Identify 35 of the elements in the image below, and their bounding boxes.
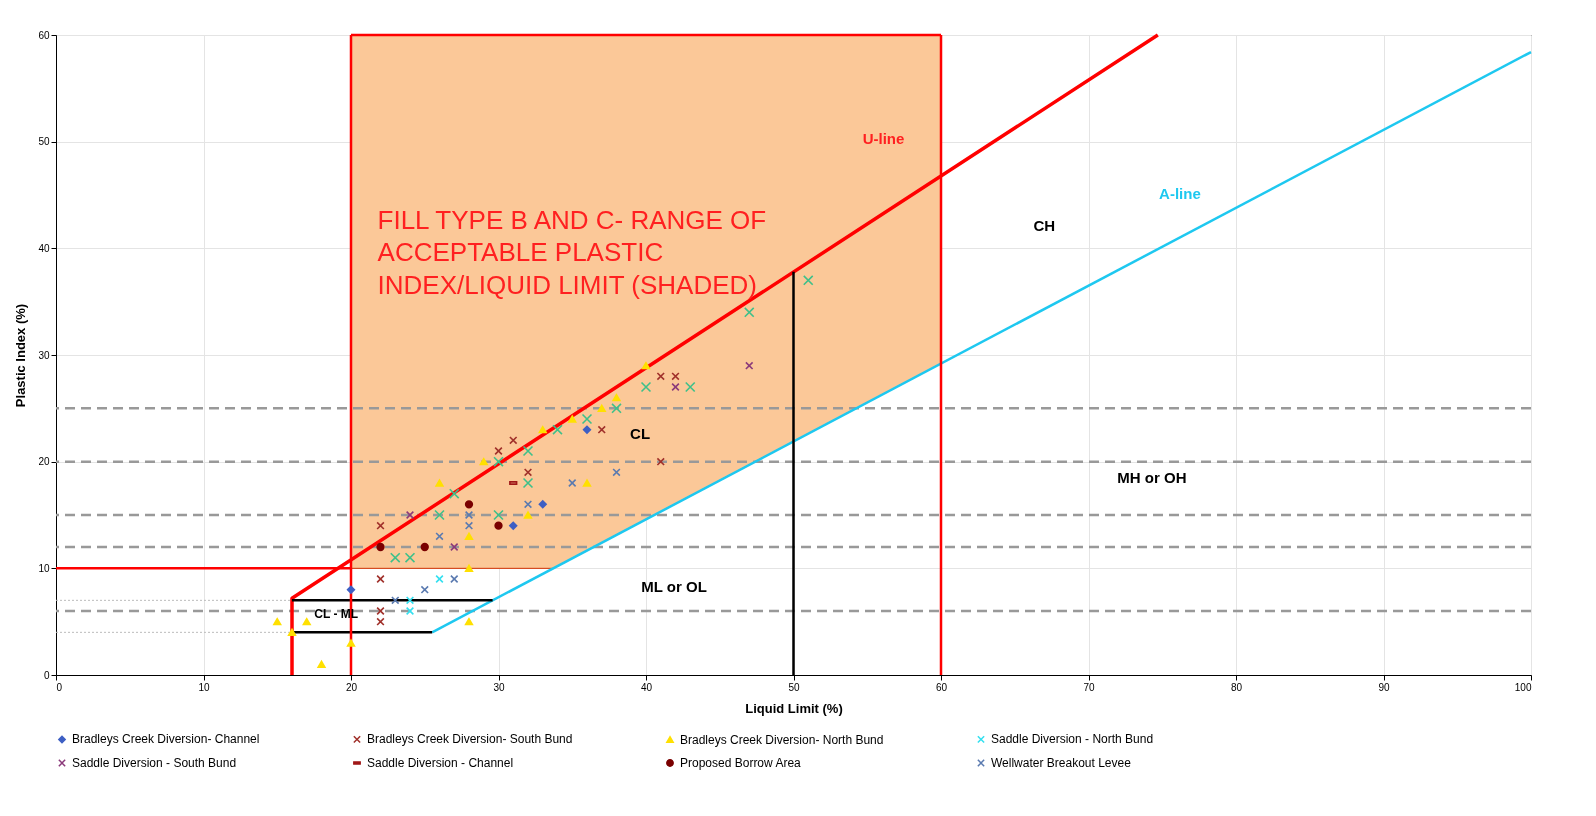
x-tick-label: 10 <box>198 681 210 693</box>
x-axis-title: Liquid Limit (%) <box>745 700 843 716</box>
legend-label: Bradleys Creek Diversion- North Bund <box>680 732 884 747</box>
y-tick-label: 60 <box>38 29 50 41</box>
legend-label: Saddle Diversion - South Bund <box>72 756 237 770</box>
legend-label: Bradleys Creek Diversion- Channel <box>72 732 260 747</box>
x-tick-label: 0 <box>56 681 63 693</box>
y-axis-title: Plastic Index (%) <box>13 303 29 408</box>
y-tick-label: 20 <box>38 456 50 468</box>
y-tick-label: 10 <box>38 562 50 574</box>
annotation: A-line <box>1159 184 1201 202</box>
legend-label: Bradleys Creek Diversion- South Bund <box>367 732 573 747</box>
x-tick-label: 70 <box>1083 681 1095 693</box>
x-tick-label: 60 <box>935 681 948 693</box>
x-tick-label: 30 <box>493 681 505 693</box>
annotation: MH or OH <box>1117 468 1187 486</box>
annotation: CL <box>630 424 651 442</box>
y-tick-label: 40 <box>38 242 50 254</box>
legend-label: Saddle Diversion - Channel <box>367 756 514 770</box>
x-tick-label: 80 <box>1230 681 1243 693</box>
annotation: U-line <box>862 130 905 148</box>
annotation: ML or OL <box>641 578 707 596</box>
legend-label: Saddle Diversion - North Bund <box>991 732 1154 747</box>
annotation: FILL TYPE B AND C- RANGE OF ACCEPTABLE PLASTIC INDEX/LIQUID LIMIT (SHADED) <box>377 204 767 300</box>
x-tick-label: 90 <box>1378 681 1390 693</box>
x-tick-label: 40 <box>640 681 653 693</box>
legend-label: Proposed Borrow Area <box>680 756 802 770</box>
x-tick-label: 100 <box>1514 681 1532 693</box>
x-tick-label: 50 <box>788 681 800 693</box>
annotation: CH <box>1033 216 1056 234</box>
y-tick-label: 0 <box>43 669 50 681</box>
y-tick-label: 50 <box>38 136 50 148</box>
legend-label: Wellwater Breakout Levee <box>991 756 1132 770</box>
x-tick-label: 20 <box>345 681 358 693</box>
y-tick-label: 30 <box>38 349 50 361</box>
